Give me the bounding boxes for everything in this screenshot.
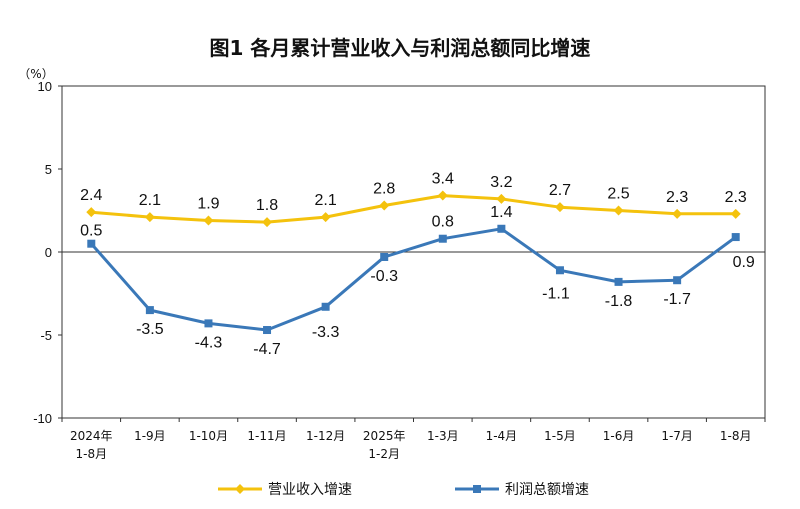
x-tick-label: 1-10月 — [189, 429, 228, 443]
profit-data-label: -1.7 — [663, 291, 691, 308]
revenue-data-label: 2.8 — [373, 181, 395, 198]
profit-point — [263, 326, 272, 335]
profit-data-label: -3.3 — [312, 324, 340, 341]
revenue-point — [554, 202, 565, 213]
profit-data-label: 0.9 — [733, 254, 755, 271]
profit-line — [90, 227, 737, 332]
profit-point — [438, 234, 447, 243]
x-tick-label: 1-11月 — [247, 429, 286, 443]
revenue-data-label: 3.2 — [490, 174, 512, 191]
revenue-point — [144, 212, 155, 223]
revenue-point — [730, 208, 741, 219]
profit-data-label: -4.3 — [195, 334, 223, 351]
revenue-data-label: 2.5 — [607, 186, 629, 203]
profit-data-label: -1.1 — [542, 285, 570, 302]
profit-data-label: 0.5 — [80, 223, 102, 240]
y-unit-label: （%） — [18, 67, 53, 81]
y-tick-label: -10 — [33, 411, 52, 426]
plot-area: -10 -5 0 5 10 2024年 1-8月 1-9月 1-10月 1-11月 1-12月 202… — [33, 79, 766, 461]
revenue-data-label: 2.1 — [139, 192, 161, 209]
profit-point — [614, 277, 623, 286]
x-tick-label: 1-6月 — [603, 429, 635, 443]
revenue-point — [437, 190, 448, 201]
y-tick-label: 5 — [45, 162, 52, 177]
revenue-point — [262, 217, 273, 228]
revenue-point — [86, 207, 97, 218]
revenue-data-label: 2.7 — [549, 182, 571, 199]
revenue-point — [613, 205, 624, 216]
revenue-data-label: 2.3 — [666, 189, 688, 206]
x-tick-label: 1-9月 — [134, 429, 166, 443]
profit-data-label: -0.3 — [370, 268, 398, 285]
legend-profit-label: 利润总额增速 — [505, 482, 589, 498]
revenue-point — [672, 208, 683, 219]
y-tick-label: -5 — [40, 328, 52, 343]
legend-revenue-label: 营业收入增速 — [268, 482, 352, 498]
profit-data-label: 0.8 — [432, 214, 454, 231]
revenue-data-label: 1.8 — [256, 197, 278, 214]
profit-point — [555, 266, 564, 275]
y-tick-label: 0 — [45, 245, 52, 260]
revenue-data-label: 2.3 — [725, 189, 747, 206]
x-tick-label: 1-2月 — [368, 447, 400, 461]
x-tick-label: 2025年 — [363, 429, 406, 443]
profit-point — [497, 224, 506, 233]
x-tick-label: 1-3月 — [427, 429, 459, 443]
profit-point — [145, 306, 154, 315]
profit-point — [87, 239, 96, 248]
x-tick-label: 1-12月 — [306, 429, 345, 443]
x-tick-label: 1-8月 — [720, 429, 752, 443]
revenue-data-label: 2.1 — [315, 192, 337, 209]
legend-revenue-marker — [235, 484, 245, 494]
x-tick-label: 1-8月 — [75, 447, 107, 461]
revenue-data-label: 3.4 — [432, 171, 454, 188]
profit-data-label: -1.8 — [605, 293, 633, 310]
profit-data-label: -4.7 — [253, 341, 281, 358]
profit-point — [673, 276, 682, 285]
revenue-data-label: 1.9 — [197, 195, 219, 212]
revenue-data-label: 2.4 — [80, 187, 102, 204]
profit-point — [380, 252, 389, 261]
y-tick-label: 10 — [38, 79, 52, 94]
chart-title: 图1 各月累计营业收入与利润总额同比增速 — [210, 36, 591, 60]
legend: 营业收入增速 利润总额增速 — [218, 482, 589, 498]
revenue-point — [496, 193, 507, 204]
profit-point — [204, 319, 213, 328]
profit-data-label: -3.5 — [136, 321, 164, 338]
profit-point — [731, 233, 740, 242]
profit-data-label: 1.4 — [490, 204, 512, 221]
revenue-line — [91, 194, 736, 224]
profit-point — [321, 302, 330, 311]
x-tick-label: 1-7月 — [661, 429, 693, 443]
x-tick-label: 1-5月 — [544, 429, 576, 443]
legend-profit-marker — [473, 485, 481, 493]
revenue-point — [379, 200, 390, 211]
revenue-point — [203, 215, 214, 226]
x-tick-label: 1-4月 — [486, 429, 518, 443]
x-tick-label: 2024年 — [70, 429, 113, 443]
revenue-point — [320, 212, 331, 223]
